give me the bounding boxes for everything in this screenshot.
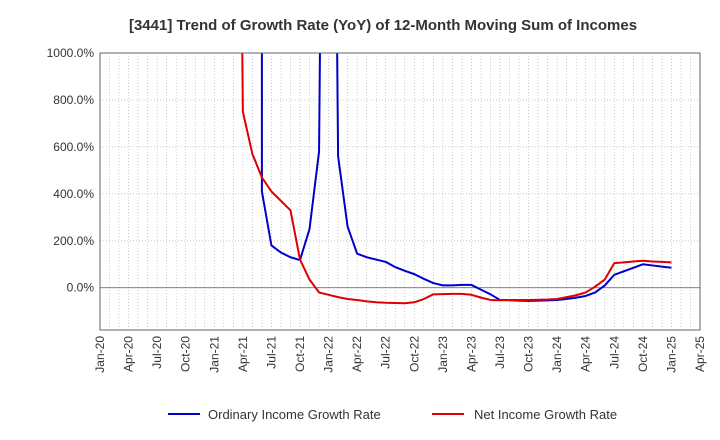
- y-tick-label: 200.0%: [53, 234, 94, 248]
- x-tick-label: Jan-20: [93, 336, 107, 373]
- y-tick-label: 0.0%: [67, 281, 95, 295]
- x-tick-label: Apr-25: [693, 336, 707, 372]
- y-tick-label: 600.0%: [53, 140, 94, 154]
- net-income-growth-line: [241, 53, 672, 305]
- legend: Ordinary Income Growth Rate Net Income G…: [168, 407, 617, 422]
- x-tick-label: Jan-23: [436, 336, 450, 373]
- y-axis-ticks: 1000.0% 800.0% 600.0% 400.0% 200.0% 0.0%: [47, 46, 95, 295]
- x-tick-label: Jan-21: [207, 336, 221, 373]
- x-tick-label: Jul-21: [264, 336, 278, 369]
- grid: [100, 52, 700, 330]
- y-tick-label: 1000.0%: [47, 46, 95, 60]
- y-tick-label: 400.0%: [53, 187, 94, 201]
- x-tick-label: Jan-25: [664, 336, 678, 373]
- x-tick-label: Jul-20: [150, 336, 164, 369]
- x-tick-label: Jan-22: [322, 336, 336, 373]
- x-tick-label: Jan-24: [550, 336, 564, 373]
- x-tick-label: Oct-24: [636, 336, 650, 372]
- x-tick-label: Jul-24: [607, 336, 621, 369]
- legend-label-net: Net Income Growth Rate: [474, 407, 617, 422]
- x-axis-ticks: Jan-20 Apr-20 Jul-20 Oct-20 Jan-21 Apr-21 Jul-…: [93, 336, 707, 373]
- x-tick-label: Oct-22: [407, 336, 421, 372]
- x-tick-label: Apr-22: [350, 336, 364, 372]
- y-tick-label: 800.0%: [53, 93, 94, 107]
- plot-area-frame: [99, 52, 701, 331]
- ordinary-income-growth-line: [260, 53, 672, 302]
- x-tick-label: Apr-23: [464, 336, 478, 372]
- series-lines: [241, 53, 672, 305]
- x-tick-label: Jul-22: [379, 336, 393, 369]
- x-tick-label: Apr-21: [236, 336, 250, 372]
- chart-title: [3441] Trend of Growth Rate (YoY) of 12-…: [129, 17, 637, 34]
- x-tick-label: Apr-24: [579, 336, 593, 372]
- x-tick-label: Oct-21: [293, 336, 307, 372]
- x-tick-label: Apr-20: [122, 336, 136, 372]
- legend-label-ordinary: Ordinary Income Growth Rate: [208, 407, 381, 422]
- x-tick-label: Jul-23: [493, 336, 507, 369]
- x-tick-label: Oct-23: [522, 336, 536, 372]
- x-tick-label: Oct-20: [179, 336, 193, 372]
